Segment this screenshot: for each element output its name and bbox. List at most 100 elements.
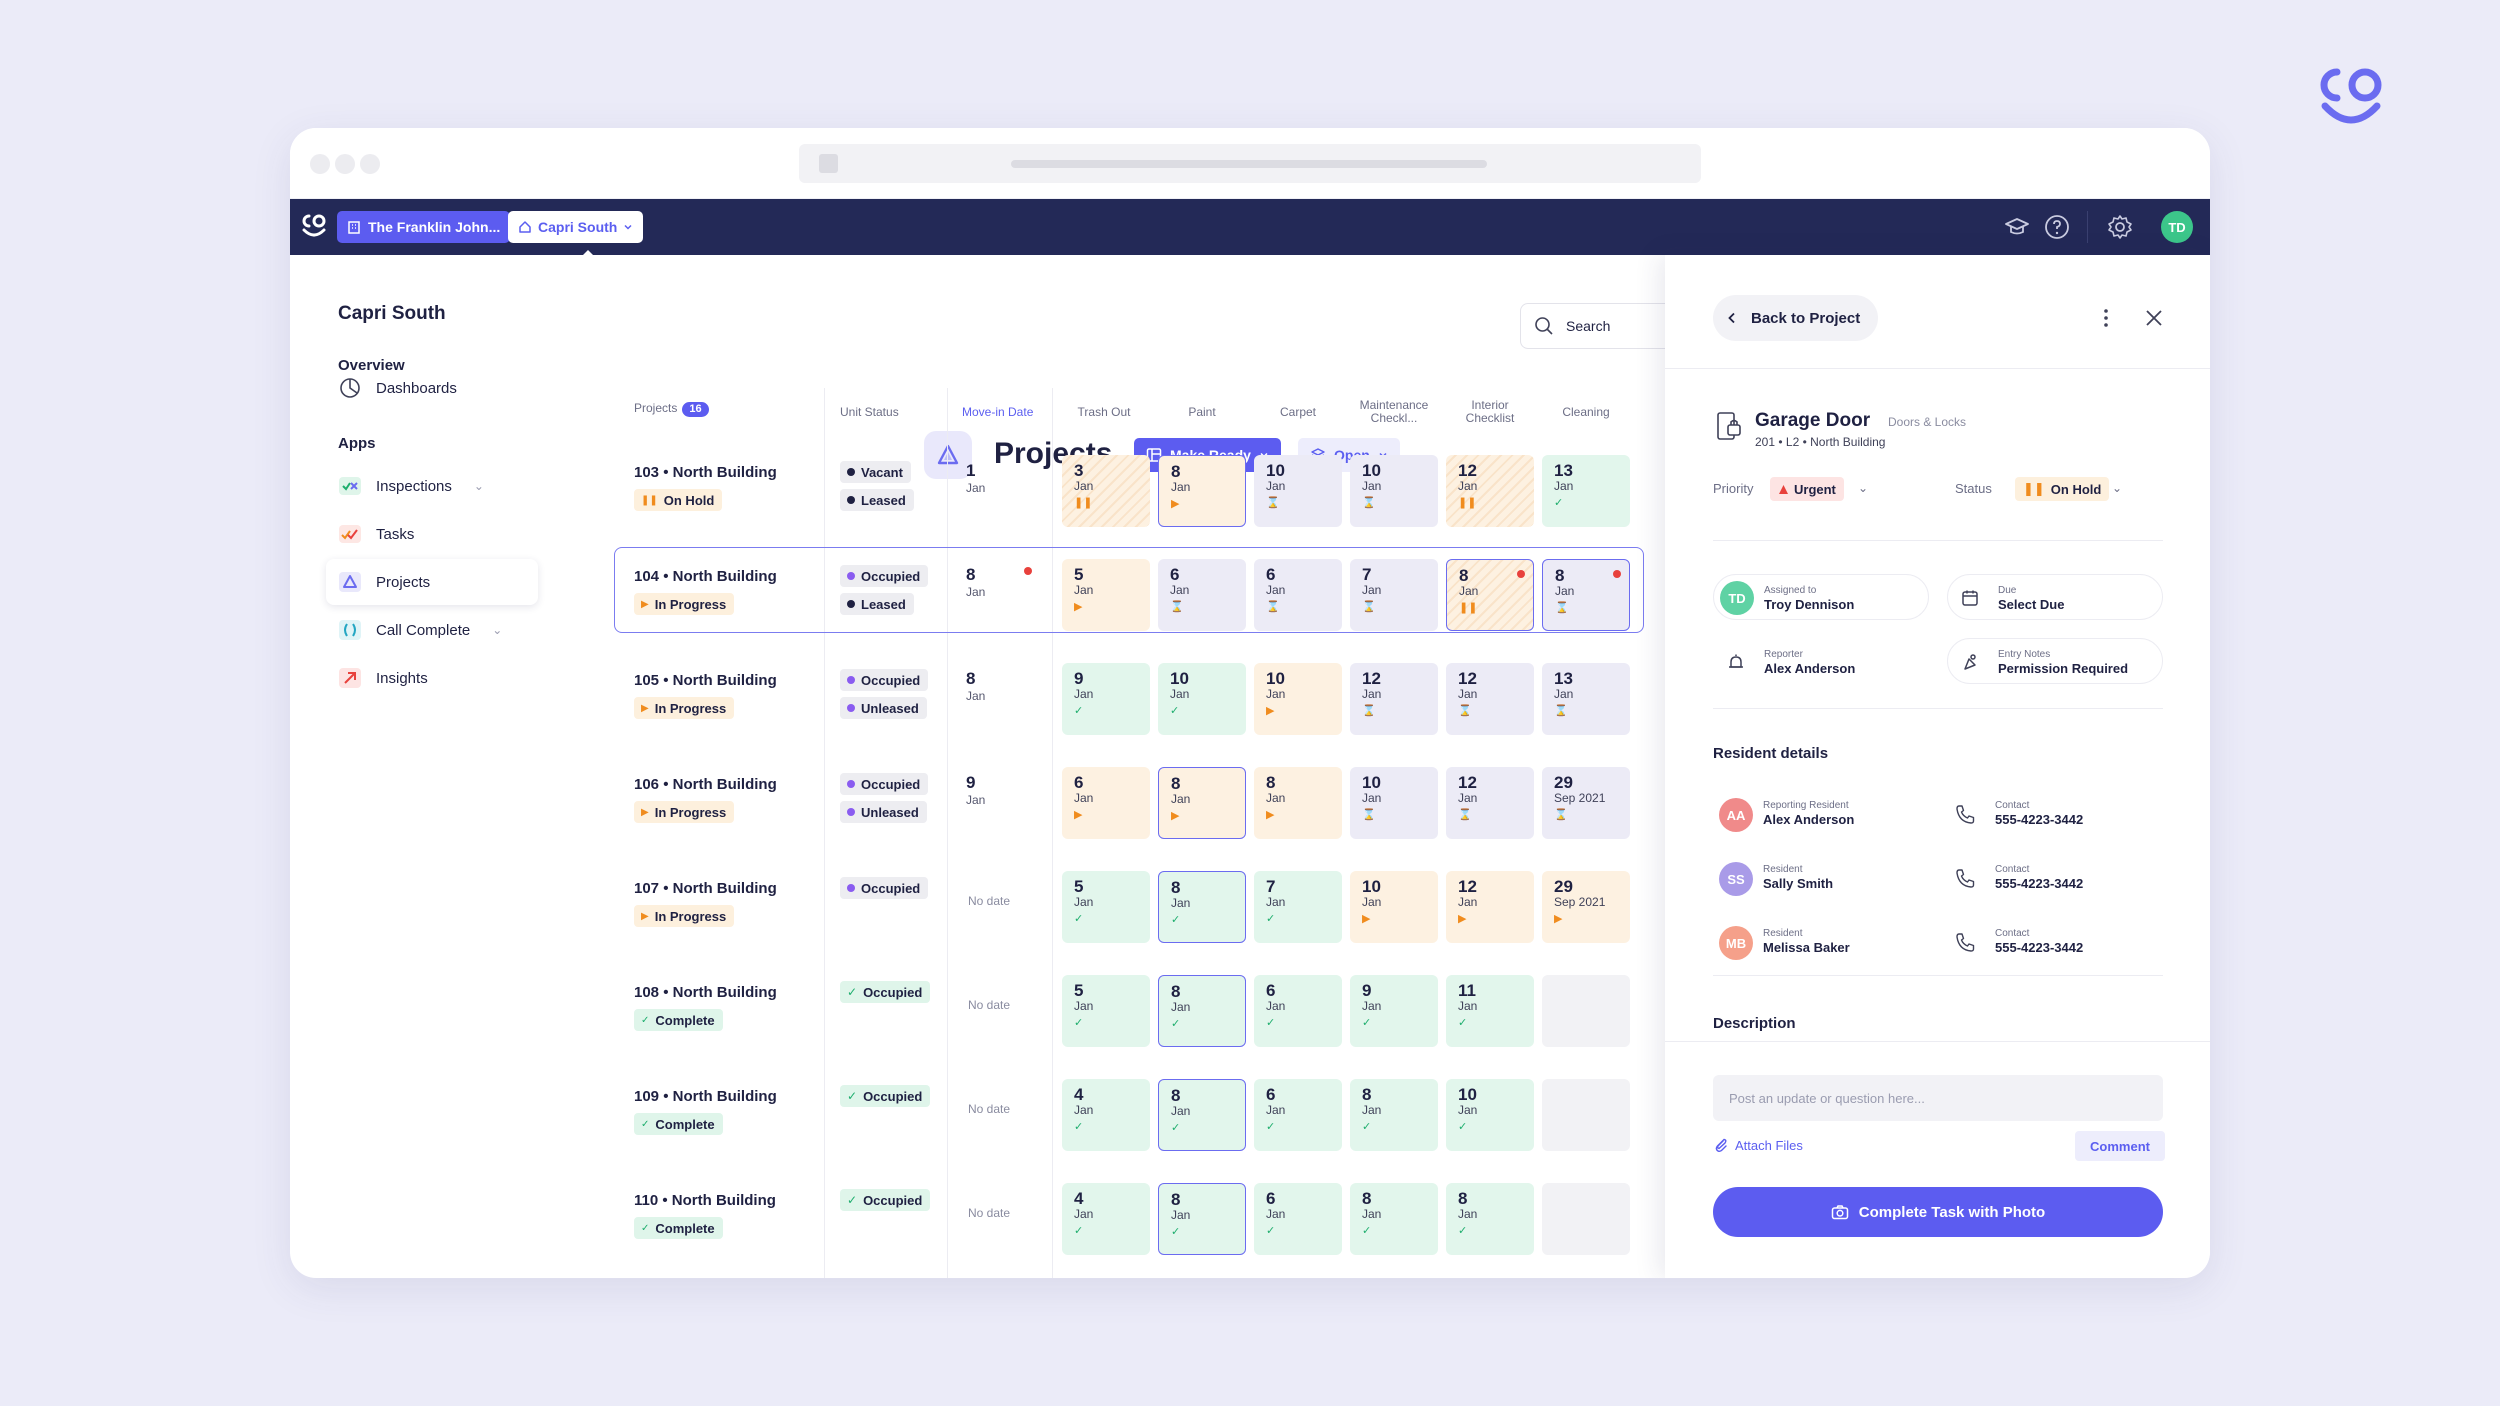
graduation-cap-icon[interactable]	[2003, 213, 2031, 241]
task-cell[interactable]: 8 Jan ✓	[1446, 1183, 1534, 1255]
task-cell[interactable]	[1542, 1183, 1630, 1255]
window-dot-maximize[interactable]	[360, 154, 380, 174]
task-cell[interactable]: 7 Jan ✓	[1254, 871, 1342, 943]
app-logo-icon[interactable]	[300, 212, 328, 240]
task-cell[interactable]: 9 Jan ✓	[1062, 663, 1150, 735]
task-cell[interactable]: 6 Jan ✓	[1254, 975, 1342, 1047]
col-header-carpet[interactable]: Carpet	[1279, 405, 1317, 419]
resident-row[interactable]: SS Resident Sally Smith Contact 555-4223-344…	[1713, 859, 2163, 899]
comment-input[interactable]	[1713, 1075, 2163, 1121]
task-cell[interactable]: 8 Jan ✓	[1158, 871, 1246, 943]
sidebar-item-dashboards[interactable]: Dashboards	[326, 365, 538, 411]
task-cell[interactable]: 8 Jan ❚❚	[1446, 559, 1534, 631]
col-header-unit-status[interactable]: Unit Status	[840, 405, 899, 419]
window-dot-close[interactable]	[310, 154, 330, 174]
sidebar-item-tasks[interactable]: Tasks	[326, 511, 538, 557]
org-switcher[interactable]: The Franklin John...	[337, 211, 511, 243]
col-header-paint[interactable]: Paint	[1188, 405, 1216, 419]
task-cell[interactable]: 29 Sep 2021 ▶	[1542, 871, 1630, 943]
phone-icon[interactable]	[1953, 803, 1977, 827]
task-cell[interactable]: 3 Jan ❚❚	[1062, 455, 1150, 527]
task-cell[interactable]: 29 Sep 2021 ⌛	[1542, 767, 1630, 839]
gear-icon[interactable]	[2106, 213, 2134, 241]
due-card[interactable]: Due Select Due	[1947, 574, 2163, 620]
task-cell[interactable]: 12 Jan ⌛	[1446, 767, 1534, 839]
task-cell[interactable]: 8 Jan ✓	[1158, 1079, 1246, 1151]
property-switcher[interactable]: Capri South	[508, 211, 644, 243]
chevron-down-icon[interactable]: ⌄	[1858, 481, 1869, 495]
resident-row[interactable]: MB Resident Melissa Baker Contact 555-4223-3…	[1713, 923, 2163, 963]
task-cell[interactable]: 4 Jan ✓	[1062, 1183, 1150, 1255]
task-cell[interactable]: 5 Jan ✓	[1062, 871, 1150, 943]
task-cell[interactable]: 6 Jan ⌛	[1254, 559, 1342, 631]
col-header-move-in[interactable]: Move-in Date	[962, 405, 1034, 419]
task-cell[interactable]: 5 Jan ✓	[1062, 975, 1150, 1047]
task-cell[interactable]: 12 Jan ▶	[1446, 871, 1534, 943]
project-name[interactable]: 103 • North Building	[634, 464, 777, 481]
task-cell[interactable]: 4 Jan ✓	[1062, 1079, 1150, 1151]
user-avatar[interactable]: TD	[2161, 211, 2193, 243]
sidebar-item-call-complete[interactable]: Call Complete ⌄	[326, 607, 538, 653]
col-header-projects[interactable]: Projects 16	[634, 402, 709, 417]
help-icon[interactable]	[2043, 213, 2071, 241]
task-cell[interactable]: 12 Jan ⌛	[1446, 663, 1534, 735]
sidebar-item-projects[interactable]: Projects	[326, 559, 538, 605]
chevron-down-icon[interactable]: ⌄	[2112, 481, 2123, 495]
back-to-project-button[interactable]: Back to Project	[1713, 295, 1879, 341]
window-dot-minimize[interactable]	[335, 154, 355, 174]
resident-row[interactable]: AA Reporting Resident Alex Anderson Contact…	[1713, 795, 2163, 835]
chevron-down-icon[interactable]: ⌄	[492, 623, 503, 637]
phone-icon[interactable]	[1953, 867, 1977, 891]
sidebar-item-insights[interactable]: Insights	[326, 655, 538, 701]
task-cell[interactable]: 10 Jan ✓	[1446, 1079, 1534, 1151]
task-cell[interactable]: 10 Jan ▶	[1350, 871, 1438, 943]
task-cell[interactable]: 6 Jan ✓	[1254, 1183, 1342, 1255]
task-cell[interactable]: 8 Jan ✓	[1158, 1183, 1246, 1255]
project-name[interactable]: 107 • North Building	[634, 880, 777, 897]
complete-task-with-photo-button[interactable]: Complete Task with Photo	[1713, 1187, 2163, 1237]
col-header-maintenance[interactable]: Maintenance Checkl...	[1348, 399, 1440, 425]
task-cell[interactable]	[1542, 975, 1630, 1047]
priority-badge[interactable]: Urgent	[1770, 477, 1844, 501]
task-cell[interactable]: 10 Jan ▶	[1254, 663, 1342, 735]
project-name[interactable]: 106 • North Building	[634, 776, 777, 793]
project-name[interactable]: 108 • North Building	[634, 984, 777, 1001]
task-cell[interactable]	[1542, 1079, 1630, 1151]
task-cell[interactable]: 12 Jan ❚❚	[1446, 455, 1534, 527]
task-cell[interactable]: 13 Jan ✓	[1542, 455, 1630, 527]
project-name[interactable]: 110 • North Building	[634, 1192, 776, 1209]
task-cell[interactable]: 6 Jan ▶	[1062, 767, 1150, 839]
task-cell[interactable]: 5 Jan ▶	[1062, 559, 1150, 631]
task-cell[interactable]: 6 Jan ⌛	[1158, 559, 1246, 631]
task-cell[interactable]: 12 Jan ⌛	[1350, 663, 1438, 735]
task-cell[interactable]: 8 Jan ▶	[1158, 767, 1246, 839]
task-cell[interactable]: 8 Jan ✓	[1350, 1079, 1438, 1151]
task-cell[interactable]: 10 Jan ⌛	[1350, 455, 1438, 527]
close-icon[interactable]	[2143, 307, 2165, 329]
task-cell[interactable]: 6 Jan ✓	[1254, 1079, 1342, 1151]
task-cell[interactable]: 8 Jan ✓	[1158, 975, 1246, 1047]
task-cell[interactable]: 8 Jan ⌛	[1542, 559, 1630, 631]
project-name[interactable]: 105 • North Building	[634, 672, 777, 689]
task-cell[interactable]: 10 Jan ✓	[1158, 663, 1246, 735]
task-cell[interactable]: 8 Jan ▶	[1158, 455, 1246, 527]
task-cell[interactable]: 7 Jan ⌛	[1350, 559, 1438, 631]
task-cell[interactable]: 11 Jan ✓	[1446, 975, 1534, 1047]
phone-icon[interactable]	[1953, 931, 1977, 955]
task-cell[interactable]: 8 Jan ▶	[1254, 767, 1342, 839]
col-header-interior[interactable]: Interior Checklist	[1444, 399, 1536, 425]
comment-button[interactable]: Comment	[2075, 1131, 2165, 1161]
task-cell[interactable]: 8 Jan ✓	[1350, 1183, 1438, 1255]
task-cell[interactable]: 10 Jan ⌛	[1254, 455, 1342, 527]
col-header-cleaning[interactable]: Cleaning	[1562, 405, 1610, 419]
address-bar[interactable]	[799, 144, 1701, 183]
task-cell[interactable]: 9 Jan ✓	[1350, 975, 1438, 1047]
chevron-down-icon[interactable]: ⌄	[473, 479, 484, 493]
sidebar-item-inspections[interactable]: Inspections ⌄	[326, 463, 538, 509]
task-cell[interactable]: 13 Jan ⌛	[1542, 663, 1630, 735]
entry-notes-card[interactable]: Entry Notes Permission Required	[1947, 638, 2163, 684]
attach-files-link[interactable]: Attach Files	[1713, 1137, 1803, 1153]
project-name[interactable]: 109 • North Building	[634, 1088, 777, 1105]
task-cell[interactable]: 10 Jan ⌛	[1350, 767, 1438, 839]
status-badge[interactable]: ❚❚ On Hold	[2015, 477, 2110, 501]
